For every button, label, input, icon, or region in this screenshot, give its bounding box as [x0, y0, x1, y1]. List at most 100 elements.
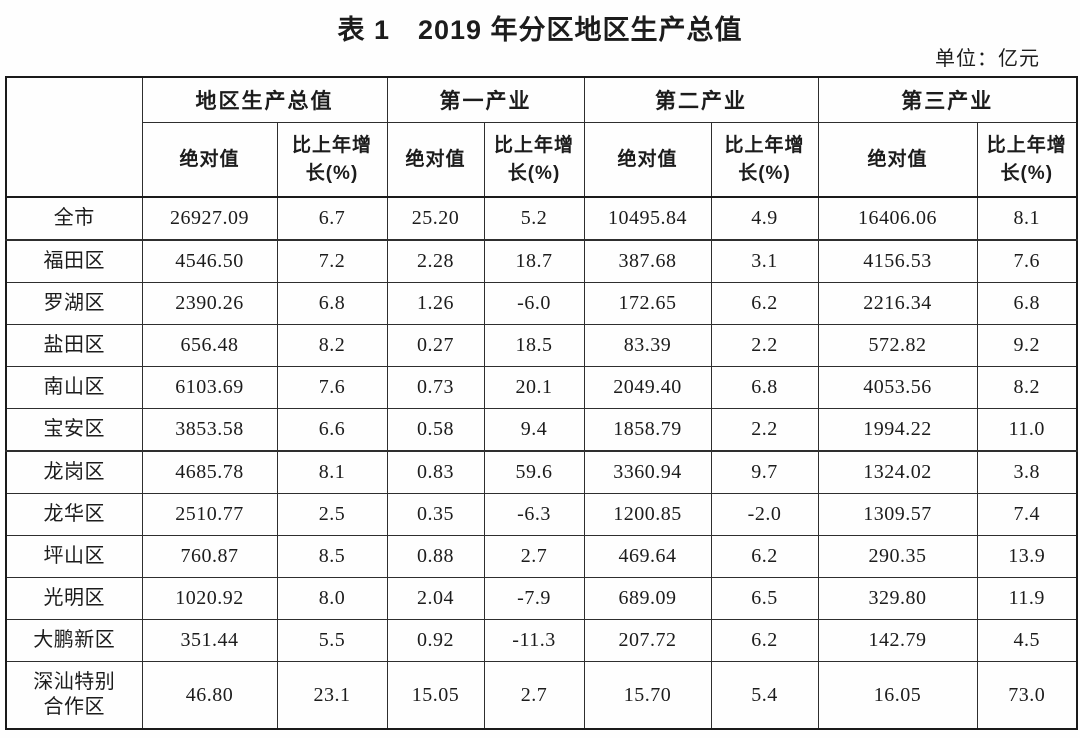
group-header-gdp: 地区生产总值	[141, 76, 388, 123]
region-cell: 坪山区	[5, 535, 143, 578]
table-row: 龙岗区 4685.78 8.1 0.83 59.6 3360.94 9.7 1324.02 3.…	[5, 450, 1078, 494]
unit-label: 单位：亿元	[935, 48, 1040, 70]
value-cell: 9.7	[710, 450, 819, 494]
value-cell: 8.1	[276, 450, 388, 494]
value-cell: 6.2	[710, 535, 819, 578]
group-header-row: 地区生产总值 第一产业 第二产业 第三产业	[5, 76, 1078, 198]
subheader-abs: 绝对值	[386, 122, 485, 198]
value-cell: 0.83	[386, 450, 485, 494]
value-cell: 207.72	[583, 619, 712, 662]
region-cell: 罗湖区	[5, 282, 143, 325]
value-cell: 8.2	[976, 366, 1078, 409]
value-cell: 689.09	[583, 577, 712, 620]
subheader-abs: 绝对值	[141, 122, 278, 198]
subheader-growth: 比上年增 长(%)	[710, 122, 819, 198]
value-cell: 2216.34	[817, 282, 978, 325]
value-cell: 4546.50	[141, 239, 278, 283]
value-cell: 4685.78	[141, 450, 278, 494]
table-row: 大鹏新区 351.44 5.5 0.92 -11.3 207.72 6.2 142.79 4.5	[5, 619, 1078, 662]
value-cell: 5.4	[710, 661, 819, 730]
region-cell: 大鹏新区	[5, 619, 143, 662]
value-cell: 16406.06	[817, 196, 978, 241]
sub-header-row: 绝对值 比上年增 长(%) 绝对值 比上年增 长(%) 绝对值 比上年增 长(%) 绝…	[6, 122, 1078, 198]
value-cell: 1994.22	[817, 408, 978, 452]
value-cell: 5.5	[276, 619, 388, 662]
value-cell: 2.04	[386, 577, 485, 620]
table-row: 光明区 1020.92 8.0 2.04 -7.9 689.09 6.5 329.80 11.9	[5, 577, 1078, 620]
value-cell: 15.70	[583, 661, 712, 730]
value-cell: 0.58	[386, 408, 485, 452]
growth-line1: 比上年增	[493, 134, 574, 156]
value-cell: 6.2	[710, 282, 819, 325]
subheader-abs: 绝对值	[817, 122, 978, 198]
value-cell: 1309.57	[817, 493, 978, 536]
value-cell: 2049.40	[583, 366, 712, 409]
value-cell: 10495.84	[583, 196, 712, 241]
region-cell: 福田区	[5, 239, 143, 283]
value-cell: 26927.09	[141, 196, 278, 241]
value-cell: 3853.58	[141, 408, 278, 452]
subheader-growth: 比上年增 长(%)	[483, 122, 585, 198]
table-row: 福田区 4546.50 7.2 2.28 18.7 387.68 3.1 4156.53 7.6	[5, 239, 1078, 283]
value-cell: 3.8	[976, 450, 1078, 494]
region-cell: 南山区	[5, 366, 143, 409]
region-cell: 盐田区	[5, 324, 143, 367]
value-cell: 0.73	[386, 366, 485, 409]
subheader-abs: 绝对值	[583, 122, 712, 198]
value-cell: 1200.85	[583, 493, 712, 536]
value-cell: 8.2	[276, 324, 388, 367]
value-cell: 1.26	[386, 282, 485, 325]
value-cell: 2.5	[276, 493, 388, 536]
growth-line2: 长(%)	[1000, 162, 1054, 184]
subheader-growth: 比上年增 长(%)	[976, 122, 1078, 198]
value-cell: -6.3	[483, 493, 585, 536]
value-cell: 3.1	[710, 239, 819, 283]
value-cell: 7.6	[976, 239, 1078, 283]
value-cell: 0.92	[386, 619, 485, 662]
value-cell: 15.05	[386, 661, 485, 730]
value-cell: 83.39	[583, 324, 712, 367]
value-cell: 572.82	[817, 324, 978, 367]
growth-line1: 比上年增	[724, 134, 805, 156]
region-cell: 光明区	[5, 577, 143, 620]
value-cell: 18.7	[483, 239, 585, 283]
value-cell: 11.9	[976, 577, 1078, 620]
value-cell: 2390.26	[141, 282, 278, 325]
value-cell: 469.64	[583, 535, 712, 578]
value-cell: 6.7	[276, 196, 388, 241]
value-cell: 7.6	[276, 366, 388, 409]
region-cell: 龙华区	[5, 493, 143, 536]
growth-line2: 长(%)	[305, 162, 359, 184]
value-cell: 5.2	[483, 196, 585, 241]
value-cell: 7.2	[276, 239, 388, 283]
region-cell: 全市	[5, 196, 143, 241]
value-cell: 1324.02	[817, 450, 978, 494]
group-header-primary: 第一产业	[386, 76, 585, 123]
value-cell: -6.0	[483, 282, 585, 325]
value-cell: 46.80	[141, 661, 278, 730]
value-cell: -11.3	[483, 619, 585, 662]
growth-line1: 比上年增	[291, 134, 372, 156]
value-cell: 4053.56	[817, 366, 978, 409]
value-cell: 59.6	[483, 450, 585, 494]
value-cell: 7.4	[976, 493, 1078, 536]
group-header-secondary: 第二产业	[583, 76, 819, 123]
value-cell: 4156.53	[817, 239, 978, 283]
value-cell: 172.65	[583, 282, 712, 325]
value-cell: 6.8	[276, 282, 388, 325]
region-cell: 深汕特别合作区	[5, 661, 143, 730]
corner-cell	[5, 76, 143, 198]
value-cell: 6103.69	[141, 366, 278, 409]
value-cell: 13.9	[976, 535, 1078, 578]
region-cell: 龙岗区	[5, 450, 143, 494]
value-cell: 2.7	[483, 535, 585, 578]
value-cell: 0.35	[386, 493, 485, 536]
value-cell: 6.6	[276, 408, 388, 452]
group-header-tertiary: 第三产业	[817, 76, 1078, 123]
value-cell: 2.2	[710, 324, 819, 367]
value-cell: 0.27	[386, 324, 485, 367]
value-cell: 4.5	[976, 619, 1078, 662]
value-cell: 25.20	[386, 196, 485, 241]
table-title: 表 1 2019 年分区地区生产总值	[337, 15, 743, 45]
